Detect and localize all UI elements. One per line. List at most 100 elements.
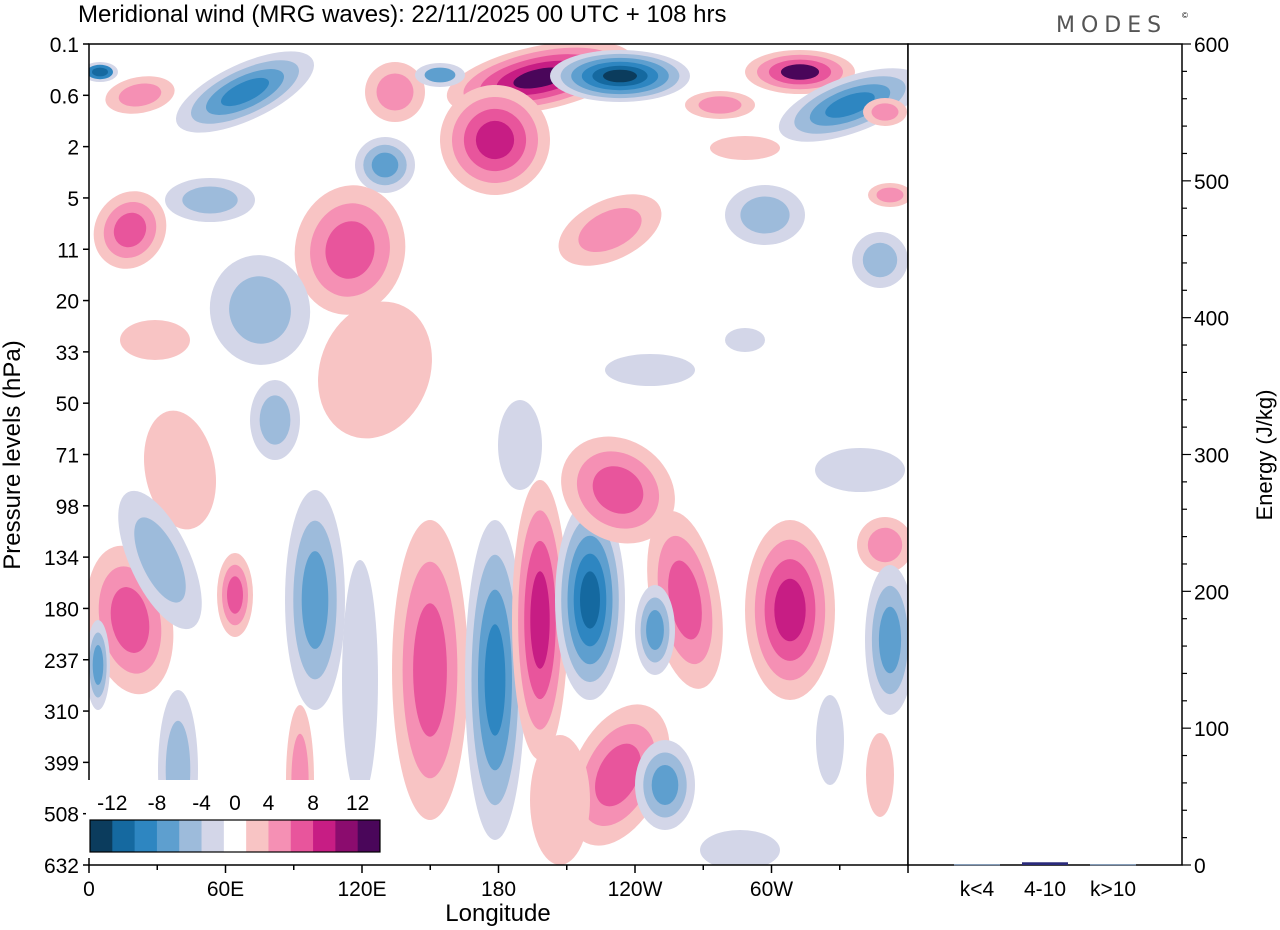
contour-pos-2 bbox=[578, 207, 642, 253]
y-tick-label: 134 bbox=[44, 547, 79, 570]
contour-neg-weak bbox=[605, 354, 695, 386]
contour-pos-4 bbox=[530, 571, 550, 669]
contour-pos-3 bbox=[110, 587, 150, 653]
colorbar-swatch bbox=[223, 820, 247, 852]
x-tick-label: 120E bbox=[337, 878, 386, 901]
contour-pos-weak bbox=[530, 735, 590, 865]
y-tick-label: 2 bbox=[67, 137, 79, 160]
contour-pos-3 bbox=[595, 743, 641, 807]
energy-axis: 0 100 200 300 400 500 600 bbox=[1182, 34, 1229, 878]
contour-neg-2 bbox=[580, 571, 600, 629]
contour-neg-4 bbox=[92, 645, 104, 685]
contour-pos-4 bbox=[774, 578, 806, 642]
contour-neg-2 bbox=[92, 67, 108, 77]
modes-logo: MODES bbox=[1056, 13, 1167, 38]
colorbar-label: -8 bbox=[148, 792, 167, 815]
contour-pos-2 bbox=[698, 96, 742, 114]
energy-bars bbox=[954, 862, 1136, 866]
contour-neg-4 bbox=[646, 610, 664, 650]
contour-pos-2 bbox=[118, 83, 162, 107]
y-tick-label: 237 bbox=[44, 650, 79, 673]
contour-pos-weak bbox=[143, 410, 217, 530]
contour-pos-2 bbox=[876, 187, 904, 203]
contour-neg-weak bbox=[815, 448, 905, 492]
energy-tick-label: 400 bbox=[1194, 308, 1229, 331]
energy-tick-label: 300 bbox=[1194, 445, 1229, 468]
energy-tick-label: 500 bbox=[1194, 171, 1229, 194]
contour-neg-5 bbox=[740, 196, 790, 234]
contour-neg-weak bbox=[725, 328, 765, 352]
contour-neg-4 bbox=[651, 765, 679, 805]
colorbar-swatch bbox=[134, 820, 158, 852]
energy-frame bbox=[907, 43, 1183, 866]
x-tick-label: 60E bbox=[207, 878, 244, 901]
energy-category-label: k>10 bbox=[1090, 878, 1136, 901]
energy-category-label: k<4 bbox=[960, 878, 995, 901]
energy-tick-label: 200 bbox=[1194, 581, 1229, 604]
contour-pos-weak bbox=[866, 733, 894, 817]
contour-pos-3 bbox=[325, 221, 375, 279]
energy-bar-0 bbox=[954, 864, 1000, 866]
energy-bar-1 bbox=[1022, 862, 1068, 865]
colorbar-label: 12 bbox=[346, 792, 369, 815]
y-tick-label: 310 bbox=[44, 701, 79, 724]
contour-neg-3 bbox=[220, 77, 270, 107]
y-tick-label: 0.6 bbox=[50, 85, 79, 108]
y-tick-label: 508 bbox=[44, 804, 79, 827]
y-tick-label: 71 bbox=[56, 445, 79, 468]
colorbar-swatch bbox=[335, 820, 359, 852]
longitude-axis: 0 60E 120E 180 120W 60W bbox=[83, 865, 909, 901]
colorbar-swatch bbox=[90, 820, 113, 852]
contour-pos-3 bbox=[413, 603, 447, 737]
energy-tick-label: 600 bbox=[1194, 34, 1229, 57]
y-tick-label: 632 bbox=[44, 855, 79, 878]
contour-pos-weak bbox=[120, 320, 190, 360]
y-tick-label: 98 bbox=[56, 496, 79, 519]
contour-pos-3 bbox=[592, 466, 644, 514]
pressure-axis: 0.1 0.6 2 5 11 20 33 50 71 98 134 180 237 310 399 508 63… bbox=[44, 34, 89, 878]
y-tick-label: 50 bbox=[56, 393, 79, 416]
y-tick-label: 20 bbox=[56, 291, 79, 314]
contour-neg-4 bbox=[371, 152, 399, 178]
contour-neg-strong bbox=[603, 69, 637, 83]
colorbar-legend: -12 -8 -4 0 4 8 12 bbox=[86, 780, 384, 858]
energy-axis-label: Energy (J/kg) bbox=[1252, 390, 1277, 521]
y-axis-label: Pressure levels (hPa) bbox=[0, 340, 26, 569]
contour-neg-weak bbox=[700, 830, 780, 865]
energy-tick-label: 100 bbox=[1194, 718, 1229, 741]
contour-neg-4 bbox=[301, 551, 329, 649]
contour-pos-weak bbox=[318, 301, 432, 439]
contour-pos-2 bbox=[867, 527, 903, 563]
contour-pos-3 bbox=[227, 576, 243, 614]
colorbar-swatch bbox=[112, 820, 136, 852]
modes-logo-mark: © bbox=[1182, 11, 1188, 20]
colorbar-swatch bbox=[290, 820, 314, 852]
contour-neg-5 bbox=[862, 242, 898, 278]
colorbar-swatch bbox=[179, 820, 203, 852]
contour-neg-3 bbox=[484, 624, 506, 736]
x-axis-label: Longitude bbox=[445, 900, 550, 927]
colorbar-swatch bbox=[313, 820, 336, 852]
colorbar-swatch bbox=[357, 820, 381, 852]
colorbar-label: 4 bbox=[263, 792, 275, 815]
colorbar-label: -12 bbox=[97, 792, 127, 815]
x-tick-label: 120W bbox=[608, 878, 663, 901]
energy-bar-2 bbox=[1090, 864, 1136, 866]
contour-neg-weak bbox=[498, 400, 542, 490]
colorbar-label: -4 bbox=[192, 792, 211, 815]
contour-pos-2 bbox=[871, 103, 899, 121]
contour-neg-5 bbox=[229, 276, 291, 344]
y-tick-label: 399 bbox=[44, 752, 79, 775]
contour-neg-3 bbox=[825, 92, 875, 118]
contour-neg-5 bbox=[134, 517, 186, 603]
chart-title: Meridional wind (MRG waves): 22/11/2025 … bbox=[78, 1, 727, 28]
colorbar-label: 0 bbox=[229, 792, 241, 815]
hovmoller-plot bbox=[88, 43, 909, 866]
y-tick-label: 0.1 bbox=[50, 34, 79, 57]
contour-pos-2 bbox=[376, 73, 414, 111]
energy-tick-label: 0 bbox=[1194, 855, 1206, 878]
contour-neg-weak bbox=[342, 560, 378, 800]
contour-neg-5 bbox=[259, 395, 291, 445]
contour-neg-5 bbox=[182, 186, 238, 214]
